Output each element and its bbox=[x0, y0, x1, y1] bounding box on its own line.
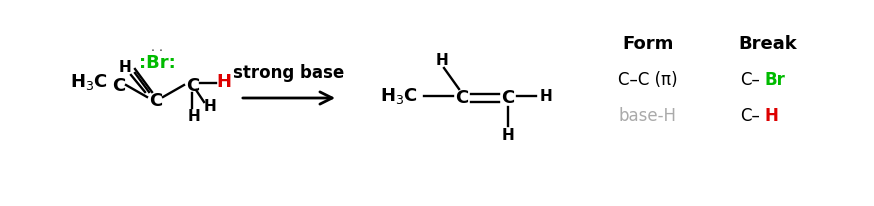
Text: H: H bbox=[435, 53, 448, 68]
Text: H: H bbox=[764, 107, 778, 125]
Text: C: C bbox=[149, 92, 163, 110]
Text: H: H bbox=[119, 60, 131, 75]
Text: strong base: strong base bbox=[233, 64, 344, 82]
Text: Br: Br bbox=[764, 71, 785, 89]
Text: C–: C– bbox=[740, 107, 760, 125]
Text: Form: Form bbox=[622, 35, 674, 53]
Text: C–C (π): C–C (π) bbox=[618, 71, 678, 89]
Text: C: C bbox=[113, 77, 126, 95]
Text: H: H bbox=[188, 109, 200, 124]
Text: H: H bbox=[217, 73, 232, 91]
Text: C–: C– bbox=[740, 71, 760, 89]
Text: C: C bbox=[455, 89, 468, 107]
Text: H: H bbox=[539, 89, 552, 103]
Text: C: C bbox=[502, 89, 515, 107]
Text: H: H bbox=[502, 129, 515, 144]
Text: base-H: base-H bbox=[619, 107, 677, 125]
Text: H$_3$C: H$_3$C bbox=[70, 72, 108, 92]
Text: ⋅ ⋅: ⋅ ⋅ bbox=[151, 44, 163, 57]
Text: C: C bbox=[186, 77, 199, 95]
Text: :Br:: :Br: bbox=[139, 54, 176, 72]
Text: H$_3$C: H$_3$C bbox=[380, 86, 418, 106]
Text: Break: Break bbox=[739, 35, 797, 53]
Text: H: H bbox=[204, 98, 217, 114]
